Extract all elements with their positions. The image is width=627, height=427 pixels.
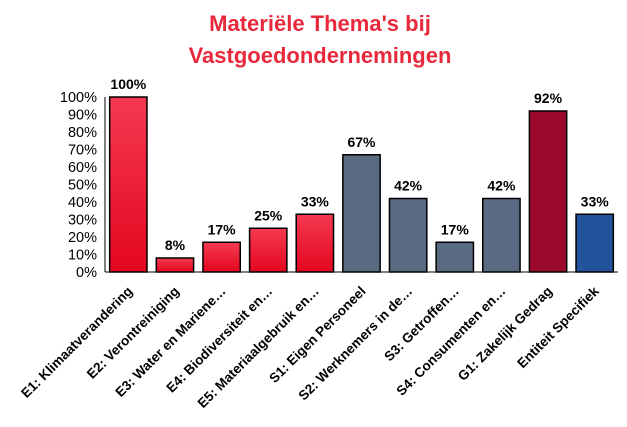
y-tick-label: 100% bbox=[60, 90, 97, 106]
bar bbox=[295, 213, 335, 273]
data-labels: 100% 8% 17% 25% 33% 67% 42% 17% 42% 92% 33% bbox=[110, 76, 609, 253]
bar bbox=[435, 241, 475, 273]
y-tick-label: 0% bbox=[76, 265, 97, 281]
x-tick-label: E2: Verontreiniging bbox=[84, 284, 182, 382]
bar bbox=[108, 96, 148, 273]
bar bbox=[248, 227, 288, 273]
data-label: 33% bbox=[581, 193, 610, 209]
y-tick-label: 10% bbox=[68, 248, 97, 264]
data-label: 17% bbox=[208, 221, 237, 237]
y-tick-label: 90% bbox=[68, 108, 97, 124]
chart-title-line-1: Materiële Thema's bij bbox=[209, 11, 431, 36]
data-label: 8% bbox=[165, 237, 186, 253]
data-label: 17% bbox=[441, 221, 470, 237]
y-tick-label: 80% bbox=[68, 125, 97, 141]
chart-title-line-2: Vastgoedondernemingen bbox=[189, 43, 452, 68]
x-tick-label: Entiteit Specifiek bbox=[514, 283, 602, 371]
bar bbox=[342, 154, 381, 273]
data-label: 67% bbox=[347, 134, 376, 150]
y-tick-label: 20% bbox=[68, 230, 97, 246]
data-label: 100% bbox=[110, 76, 146, 92]
y-tick-label: 40% bbox=[68, 195, 97, 211]
y-tick-label: 50% bbox=[68, 178, 97, 194]
data-label: 92% bbox=[534, 90, 563, 106]
bar bbox=[388, 197, 428, 273]
bar bbox=[528, 110, 568, 273]
bar bbox=[482, 197, 521, 273]
bar bbox=[202, 241, 241, 273]
bar bbox=[575, 213, 615, 273]
data-label: 25% bbox=[254, 207, 283, 223]
data-label: 42% bbox=[487, 178, 516, 194]
y-axis: 0%10% 20%30% 40%50% 60%70% 80%90% 100% bbox=[60, 90, 106, 281]
data-label: 42% bbox=[394, 178, 423, 194]
y-tick-label: 60% bbox=[68, 160, 97, 176]
y-tick-label: 70% bbox=[68, 143, 97, 159]
bar bbox=[155, 257, 195, 273]
data-label: 33% bbox=[301, 193, 330, 209]
y-tick-label: 30% bbox=[68, 213, 97, 229]
bar-series bbox=[108, 96, 615, 273]
